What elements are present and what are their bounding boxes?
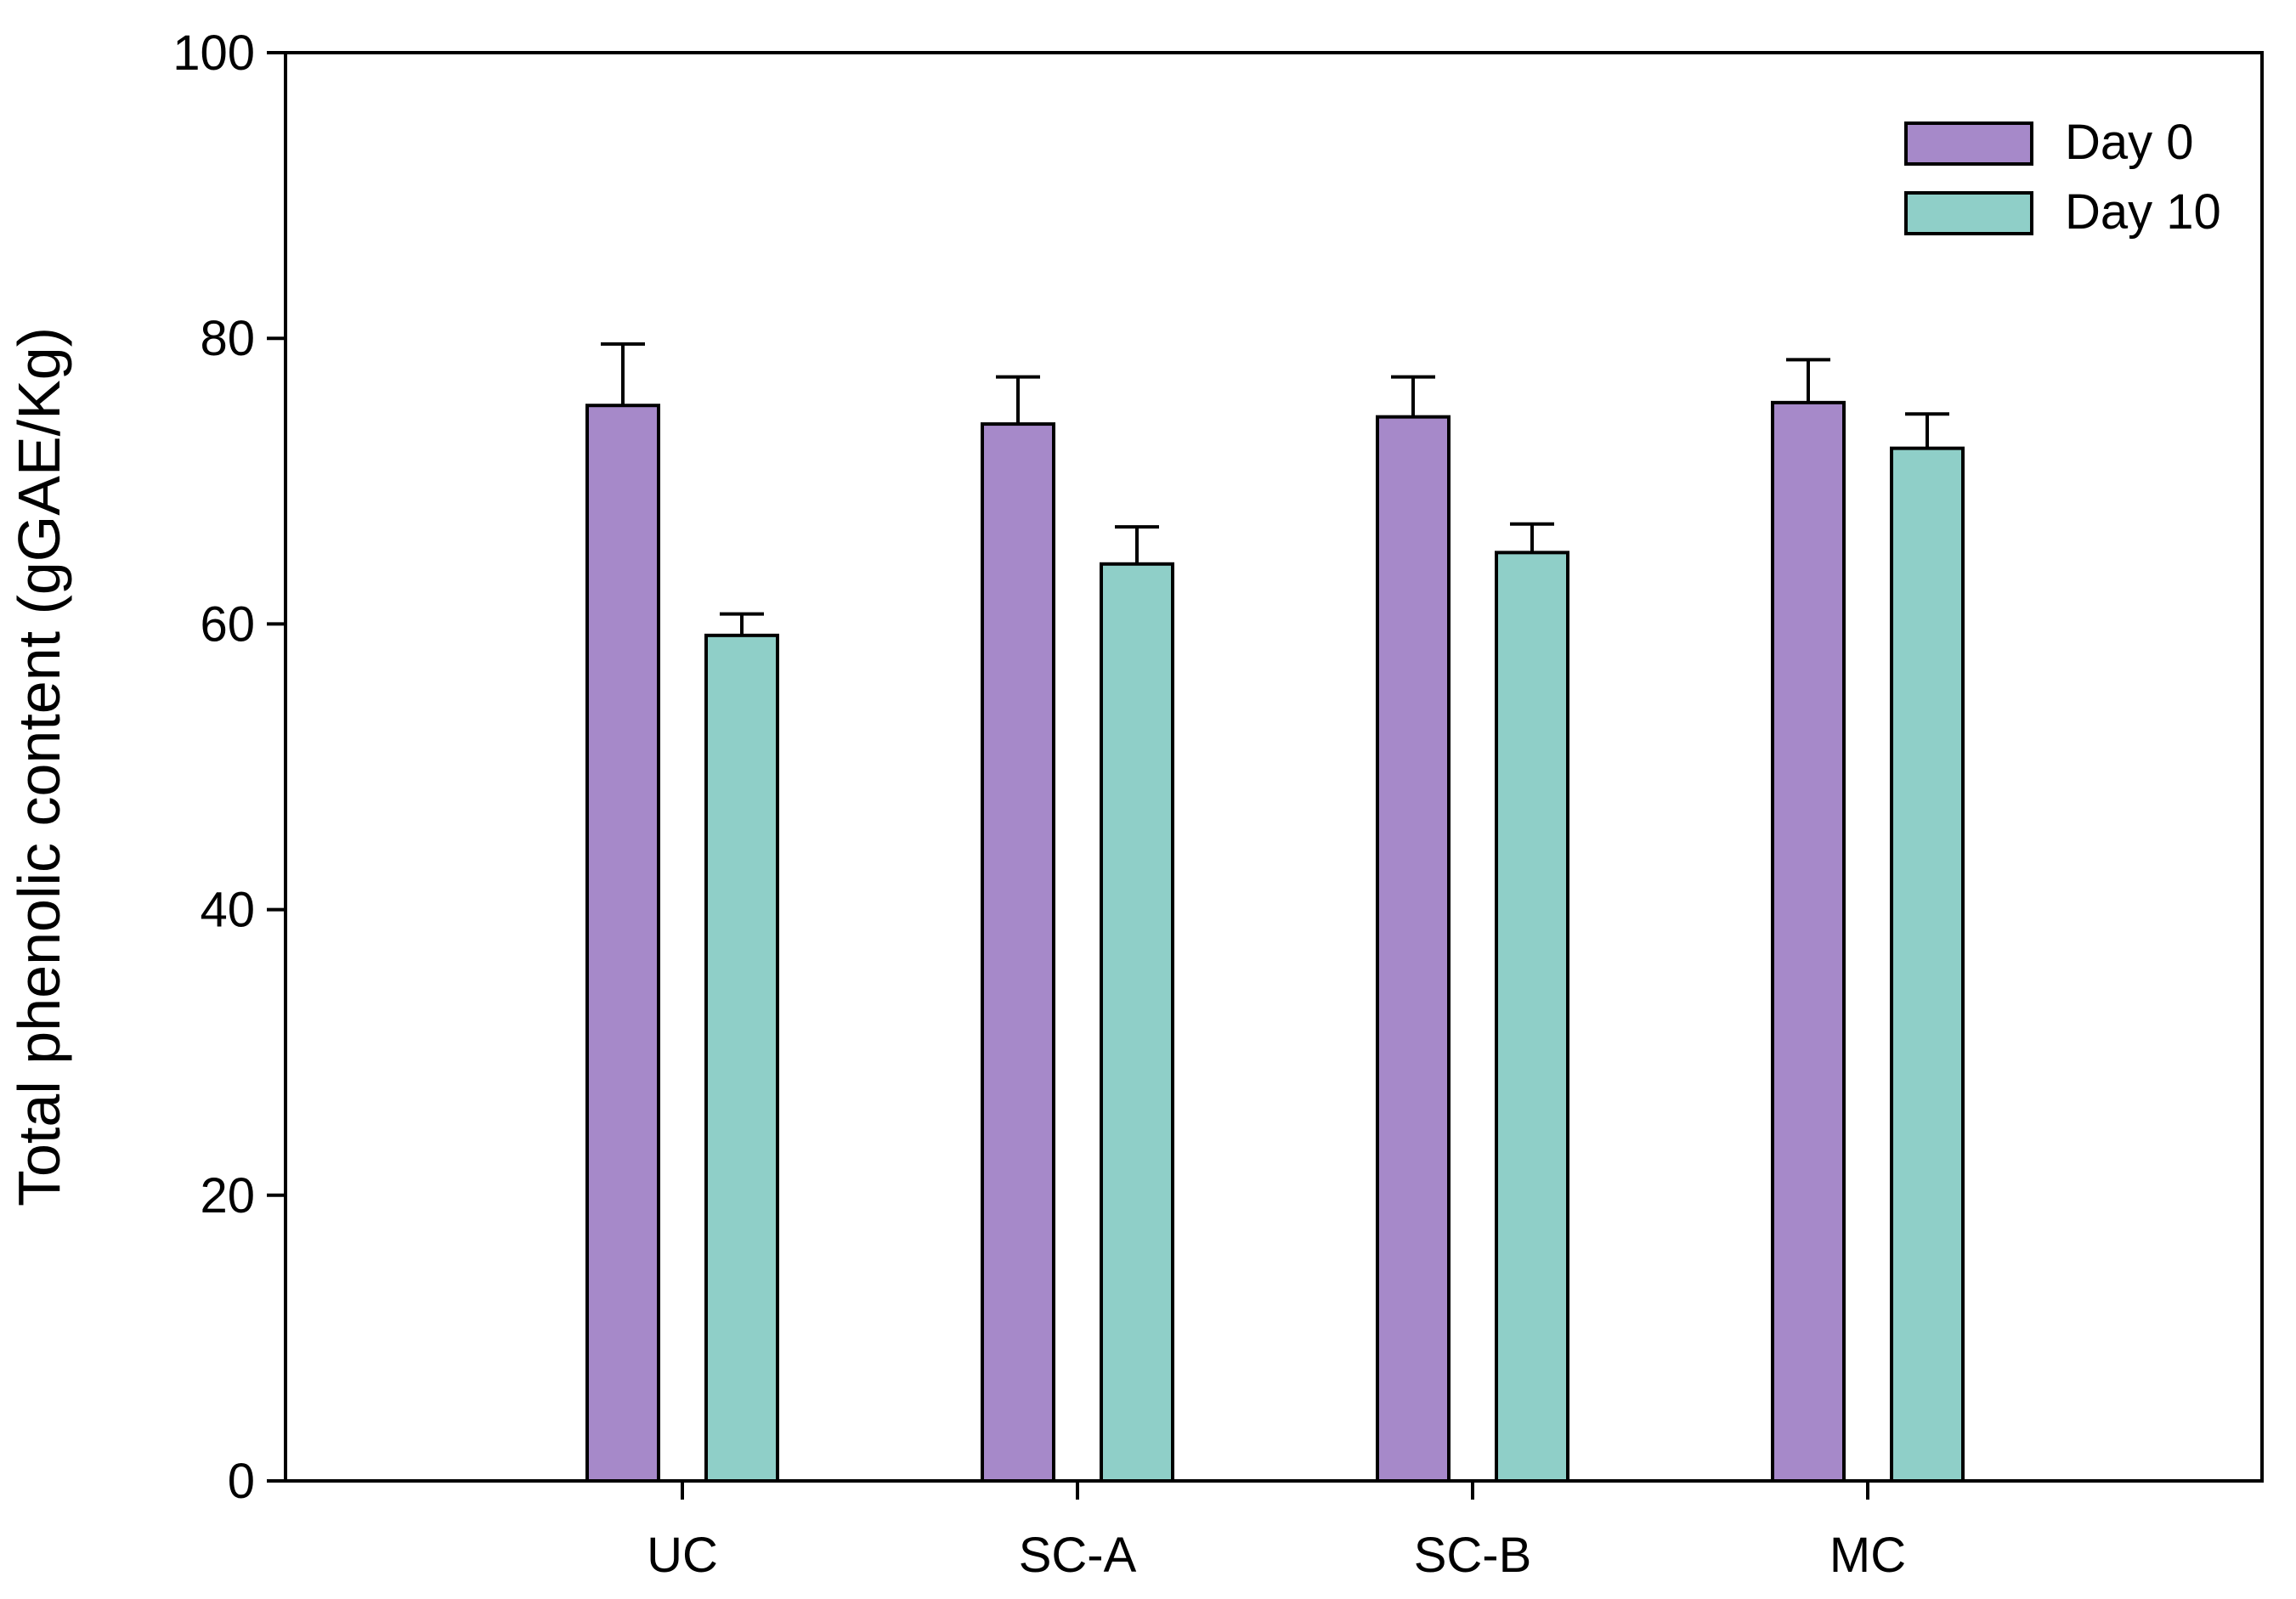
x-tick-label: SC-A [1019, 1528, 1137, 1583]
legend: Day 0 Day 10 [1904, 115, 2221, 240]
y-tick-label: 40 [200, 883, 255, 938]
legend-label: Day 0 [2065, 115, 2194, 170]
x-tick-label: UC [647, 1528, 718, 1583]
x-tick-label: MC [1829, 1528, 1906, 1583]
y-tick-label: 100 [172, 25, 255, 81]
bar-day10 [1100, 562, 1174, 1483]
bar-day0 [981, 422, 1055, 1483]
bar-day10 [1890, 446, 1965, 1483]
x-tick-label: SC-B [1414, 1528, 1532, 1583]
legend-swatch [1904, 121, 2033, 166]
bar-day10 [704, 633, 779, 1483]
y-tick-label: 60 [200, 596, 255, 652]
bar-day10 [1495, 551, 1569, 1483]
legend-label: Day 10 [2065, 184, 2221, 240]
bar-day0 [585, 404, 660, 1483]
bars-layer [585, 342, 1965, 1483]
legend-swatch [1904, 191, 2033, 235]
y-tick-label: 20 [200, 1168, 255, 1223]
y-tick-label: 80 [200, 311, 255, 366]
bar-day0 [1771, 400, 1846, 1483]
y-tick-label: 0 [228, 1454, 255, 1509]
axes-layer: 0 20 40 60 80 100 Total phenolic content (gGAE… [6, 25, 2264, 1583]
bar-day0 [1376, 415, 1451, 1483]
plot-frame [284, 51, 2264, 1483]
y-axis-label: Total phenolic content (gGAE/Kg) [6, 327, 72, 1206]
